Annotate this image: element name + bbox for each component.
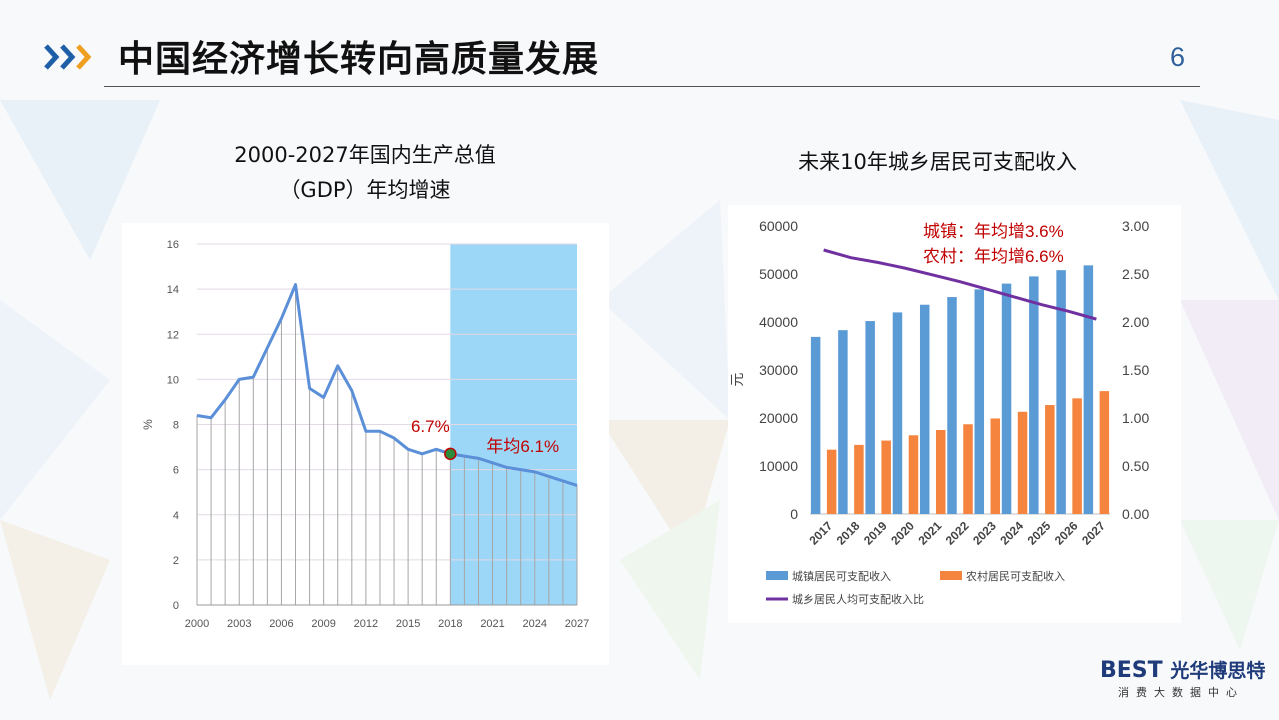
urban-income-bar bbox=[919, 304, 930, 514]
y-tick-label: 14 bbox=[167, 284, 179, 296]
chevron-arrows-icon bbox=[44, 44, 92, 70]
legend-label: 城镇居民可支配收入 bbox=[792, 569, 891, 583]
rural-income-bar bbox=[1017, 411, 1028, 514]
rural-income-bar bbox=[826, 449, 837, 514]
x-tick-label: 2003 bbox=[227, 618, 251, 630]
rural-income-bar bbox=[1045, 405, 1055, 514]
x-tick-label: 2017 bbox=[806, 519, 835, 548]
urban-income-bar bbox=[1056, 270, 1066, 514]
logo-subtitle: 消费大数据中心 bbox=[1118, 686, 1244, 699]
urban-income-bar bbox=[974, 289, 985, 514]
x-tick-label: 2019 bbox=[861, 519, 890, 548]
logo-hanzi: 光华博思特 bbox=[1170, 660, 1266, 682]
y-tick-label: 8 bbox=[173, 420, 179, 432]
urban-income-bar bbox=[1083, 265, 1094, 514]
x-tick-label: 2009 bbox=[311, 618, 335, 630]
rural-income-bar bbox=[1099, 391, 1110, 514]
y2-tick-label: 0.50 bbox=[1122, 458, 1149, 474]
legend-label: 城乡居民人均可支配收入比 bbox=[792, 592, 924, 606]
x-tick-label: 2018 bbox=[438, 618, 462, 630]
x-tick-label: 2024 bbox=[997, 519, 1026, 548]
y-tick-label: 50000 bbox=[759, 266, 798, 282]
income-chart-card: 0 10000 20000 30000 40000 50000 60000 0.00 0.50 1… bbox=[728, 205, 1181, 623]
rural-income-bar bbox=[1072, 398, 1082, 514]
rural-income-bar bbox=[990, 418, 1001, 514]
x-tick-label: 2023 bbox=[970, 519, 999, 548]
x-tick-label: 2012 bbox=[354, 618, 378, 630]
highlight-marker bbox=[444, 447, 457, 461]
urban-income-bar bbox=[810, 336, 821, 514]
gdp-chart-card: 0 2 4 6 8 10 12 14 16% 2000 2003 2006 2009 2012 2015 20… bbox=[122, 223, 609, 665]
x-tick-label: 2020 bbox=[888, 519, 917, 548]
logo-mark: BEST 光华博思特 bbox=[1100, 658, 1266, 683]
left-chart-title: 2000-2027年国内生产总值 （GDP）年均增速 bbox=[150, 138, 580, 208]
y2-tick-label: 0.00 bbox=[1122, 506, 1149, 522]
y-tick-label: 10000 bbox=[759, 458, 798, 474]
y-tick-label: 6 bbox=[173, 465, 179, 477]
gdp-growth-line bbox=[196, 283, 578, 487]
y2-tick-label: 3.00 bbox=[1122, 218, 1149, 234]
y-axis-label: % bbox=[141, 419, 155, 430]
annotation-label: 6.7% bbox=[411, 417, 450, 436]
x-tick-label: 2021 bbox=[916, 519, 945, 548]
logo-text: EST bbox=[1116, 658, 1163, 683]
x-tick-label: 2027 bbox=[565, 618, 589, 630]
x-tick-label: 2026 bbox=[1052, 519, 1081, 548]
x-tick-label: 2015 bbox=[396, 618, 420, 630]
legend-label: 农村居民可支配收入 bbox=[966, 569, 1065, 583]
y-tick-label: 10 bbox=[167, 374, 179, 386]
y-tick-label: 60000 bbox=[759, 218, 798, 234]
rural-income-bar bbox=[854, 444, 864, 514]
page-number: 6 bbox=[1170, 42, 1186, 72]
annotation-label: 农村：年均增6.6% bbox=[923, 247, 1064, 266]
y-tick-label: 0 bbox=[790, 506, 798, 522]
x-tick-label: 2024 bbox=[523, 618, 547, 630]
y-tick-label: 12 bbox=[167, 329, 179, 341]
y2-tick-label: 1.50 bbox=[1122, 362, 1149, 378]
x-tick-label: 2021 bbox=[480, 618, 504, 630]
urban-income-bar bbox=[1029, 276, 1039, 514]
company-logo: BEST 光华博思特 消费大数据中心 bbox=[1100, 656, 1265, 706]
urban-income-bar bbox=[947, 297, 957, 514]
y-tick-label: 40000 bbox=[759, 314, 798, 330]
y-tick-label: 16 bbox=[167, 239, 179, 251]
header-divider bbox=[104, 86, 1200, 87]
gdp-growth-chart: 0 2 4 6 8 10 12 14 16% 2000 2003 2006 2009 2012 2015 20… bbox=[141, 239, 589, 630]
y2-tick-label: 2.00 bbox=[1122, 314, 1149, 330]
x-tick-label: 2018 bbox=[834, 519, 863, 548]
slide-title: 中国经济增长转向高质量发展 bbox=[118, 39, 600, 80]
rural-income-bar bbox=[908, 435, 919, 514]
y-tick-label: 20000 bbox=[759, 410, 798, 426]
legend-swatch-rural bbox=[940, 571, 962, 580]
legend-swatch-urban bbox=[766, 571, 788, 580]
y-tick-label: 4 bbox=[173, 510, 179, 522]
annotation-label: 城镇：年均增3.6% bbox=[923, 222, 1064, 241]
left-chart-title-line2: （GDP）年均增速 bbox=[279, 178, 451, 202]
rural-income-bar bbox=[963, 424, 973, 514]
y-tick-label: 30000 bbox=[759, 362, 798, 378]
y-axis-label: 元 bbox=[729, 373, 745, 387]
urban-income-bar bbox=[865, 321, 875, 514]
urban-income-bar bbox=[1001, 283, 1012, 514]
income-chart: 0 10000 20000 30000 40000 50000 60000 0.00 0.50 1… bbox=[729, 218, 1149, 606]
y-tick-label: 2 bbox=[173, 555, 179, 567]
left-chart-title-line1: 2000-2027年国内生产总值 bbox=[234, 143, 496, 167]
x-tick-label: 2000 bbox=[185, 618, 209, 630]
y2-tick-label: 1.00 bbox=[1122, 410, 1149, 426]
rural-income-bar bbox=[881, 440, 891, 514]
x-tick-label: 2025 bbox=[1025, 519, 1054, 548]
urban-income-bar bbox=[892, 312, 903, 514]
urban-income-bar bbox=[838, 330, 848, 514]
y-tick-label: 0 bbox=[173, 600, 179, 612]
x-tick-label: 2022 bbox=[943, 519, 972, 548]
y2-tick-label: 2.50 bbox=[1122, 266, 1149, 282]
x-tick-label: 2006 bbox=[269, 618, 293, 630]
annotation-label: 年均6.1% bbox=[486, 437, 559, 456]
x-tick-label: 2027 bbox=[1079, 519, 1108, 548]
income-ratio-line bbox=[823, 248, 1097, 321]
rural-income-bar bbox=[935, 430, 946, 514]
right-chart-title: 未来10年城乡居民可支配收入 bbox=[798, 150, 1077, 174]
